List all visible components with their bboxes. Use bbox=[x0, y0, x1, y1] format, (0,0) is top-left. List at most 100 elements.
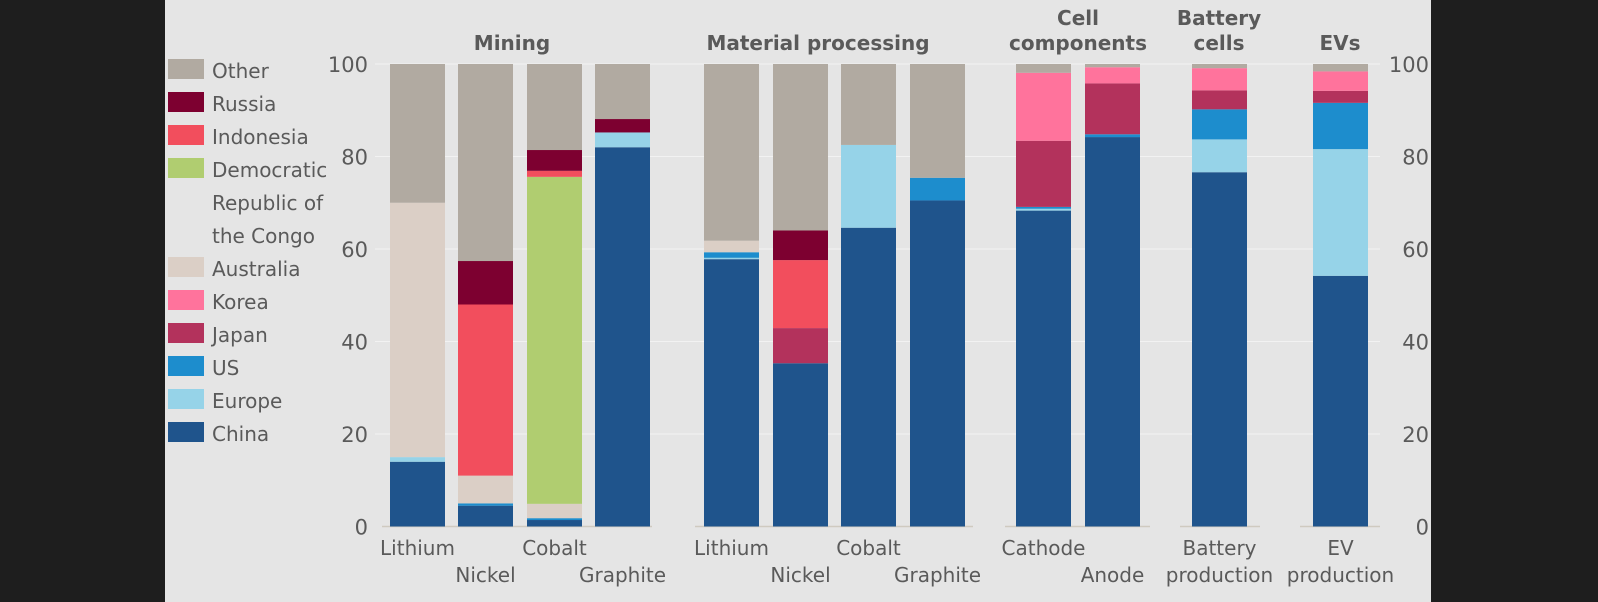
legend-label-democratic-republic-of-the-congo: Democratic Republic of the Congo bbox=[212, 154, 327, 253]
chart-legend: Other Russia Indonesia Democratic Republic o… bbox=[168, 55, 338, 451]
bar-segment-evs-ev-production-japan bbox=[1313, 90, 1368, 103]
y-tick-left-60: 60 bbox=[341, 238, 368, 262]
legend-swatch-russia bbox=[168, 92, 204, 112]
bar-segment-material-processing-lithium-australia bbox=[704, 240, 759, 253]
x-label-material-processing-lithium: Lithium bbox=[694, 536, 769, 560]
bar-segment-material-processing-graphite-us bbox=[910, 177, 965, 201]
x-label-mining-cobalt: Cobalt bbox=[522, 536, 587, 560]
bar-segment-material-processing-nickel-japan bbox=[773, 328, 828, 364]
bar-segment-mining-nickel-indonesia bbox=[458, 304, 513, 476]
bar-segment-mining-graphite-europe bbox=[595, 132, 650, 148]
legend-label-indonesia: Indonesia bbox=[212, 125, 309, 149]
group-title-cell-components-line-1: Cell bbox=[1057, 6, 1099, 30]
bar-segment-battery-cells-battery-production-korea bbox=[1192, 68, 1247, 91]
y-tick-left-80: 80 bbox=[341, 146, 368, 170]
bar-segment-material-processing-graphite-china bbox=[910, 200, 965, 527]
bar-segment-battery-cells-battery-production-china bbox=[1192, 172, 1247, 527]
x-label-mining-graphite: Graphite bbox=[579, 563, 666, 587]
bar-segment-material-processing-nickel-russia bbox=[773, 230, 828, 261]
legend-item-korea: Korea bbox=[168, 286, 338, 319]
bar-segment-mining-cobalt-democratic-republic-of-the-congo bbox=[527, 176, 582, 504]
legend-item-china: China bbox=[168, 418, 338, 451]
legend-swatch-korea bbox=[168, 290, 204, 310]
legend-label-other: Other bbox=[212, 59, 269, 83]
legend-label-korea: Korea bbox=[212, 290, 269, 314]
bar-segment-material-processing-lithium-europe bbox=[704, 257, 759, 260]
legend-item-us: US bbox=[168, 352, 338, 385]
bar-segment-mining-lithium-china bbox=[390, 461, 445, 527]
bar-segment-evs-ev-production-china bbox=[1313, 275, 1368, 527]
y-tick-right-40: 40 bbox=[1402, 331, 1429, 355]
bar-segment-mining-cobalt-russia bbox=[527, 150, 582, 171]
bar-segment-cell-components-cathode-japan bbox=[1016, 140, 1071, 207]
group-title-evs: EVs bbox=[1319, 31, 1360, 55]
bar-segment-cell-components-anode-japan bbox=[1085, 83, 1140, 135]
bar-segment-mining-lithium-europe bbox=[390, 457, 445, 462]
legend-label-line-1: Democratic bbox=[212, 158, 328, 182]
group-title-battery-cells-line-2: cells bbox=[1193, 31, 1244, 55]
legend-item-australia: Australia bbox=[168, 253, 338, 286]
bar-segment-material-processing-cobalt-europe bbox=[841, 144, 896, 228]
legend-item-europe: Europe bbox=[168, 385, 338, 418]
bar-segment-material-processing-cobalt-other bbox=[841, 64, 896, 145]
legend-swatch-us bbox=[168, 356, 204, 376]
bar-segment-cell-components-anode-china bbox=[1085, 137, 1140, 527]
legend-swatch-australia bbox=[168, 257, 204, 277]
bar-segment-cell-components-anode-korea bbox=[1085, 67, 1140, 84]
y-tick-left-100: 100 bbox=[328, 53, 368, 77]
bar-segment-mining-graphite-russia bbox=[595, 119, 650, 133]
bar-segment-material-processing-lithium-china bbox=[704, 259, 759, 527]
legend-item-other: Other bbox=[168, 55, 338, 88]
legend-swatch-china bbox=[168, 422, 204, 442]
bar-segment-evs-ev-production-korea bbox=[1313, 71, 1368, 91]
legend-item-japan: Japan bbox=[168, 319, 338, 352]
legend-label-us: US bbox=[212, 356, 240, 380]
y-tick-left-0: 0 bbox=[355, 516, 368, 540]
legend-label-china: China bbox=[212, 422, 270, 446]
bar-segment-cell-components-cathode-china bbox=[1016, 210, 1071, 527]
bar-segment-material-processing-graphite-other bbox=[910, 64, 965, 178]
x-label-mining-lithium: Lithium bbox=[380, 536, 455, 560]
group-title-mining: Mining bbox=[474, 31, 550, 55]
bar-segment-material-processing-nickel-china bbox=[773, 363, 828, 527]
bar-segment-mining-cobalt-china bbox=[527, 520, 582, 527]
x-label-battery-production-line-2: production bbox=[1166, 563, 1273, 587]
legend-item-indonesia: Indonesia bbox=[168, 121, 338, 154]
bar-segment-mining-nickel-us bbox=[458, 503, 513, 506]
legend-label-europe: Europe bbox=[212, 389, 283, 413]
legend-label-line-3: the Congo bbox=[212, 224, 315, 248]
bar-segment-evs-ev-production-other bbox=[1313, 64, 1368, 72]
group-title-battery-cells-line-1: Battery bbox=[1177, 6, 1261, 30]
legend-swatch-japan bbox=[168, 323, 204, 343]
bar-segment-mining-lithium-australia bbox=[390, 202, 445, 458]
bar-segment-cell-components-anode-us bbox=[1085, 134, 1140, 138]
legend-swatch-democratic-republic-of-the-congo bbox=[168, 158, 204, 178]
bar-segment-mining-nickel-australia bbox=[458, 475, 513, 504]
legend-label-russia: Russia bbox=[212, 92, 277, 116]
x-label-material-processing-cobalt: Cobalt bbox=[836, 536, 901, 560]
y-tick-left-40: 40 bbox=[341, 331, 368, 355]
group-title-material-processing: Material processing bbox=[706, 31, 929, 55]
legend-swatch-europe bbox=[168, 389, 204, 409]
bar-segment-mining-cobalt-australia bbox=[527, 503, 582, 519]
x-label-cell-components-anode: Anode bbox=[1081, 563, 1145, 587]
legend-label-australia: Australia bbox=[212, 257, 301, 281]
y-tick-right-20: 20 bbox=[1402, 423, 1429, 447]
bar-segment-mining-nickel-other bbox=[458, 64, 513, 262]
group-title-cell-components-line-2: components bbox=[1009, 31, 1147, 55]
legend-item-democratic-republic-of-the-congo: Democratic Republic of the Congo bbox=[168, 154, 338, 253]
x-label-ev-production-line-1: EV bbox=[1327, 536, 1354, 560]
bar-segment-mining-lithium-other bbox=[390, 64, 445, 203]
legend-swatch-indonesia bbox=[168, 125, 204, 145]
legend-item-russia: Russia bbox=[168, 88, 338, 121]
bar-segment-cell-components-cathode-korea bbox=[1016, 72, 1071, 141]
bar-segment-material-processing-lithium-other bbox=[704, 64, 759, 241]
bar-segment-evs-ev-production-europe bbox=[1313, 149, 1368, 276]
bar-segment-mining-graphite-other bbox=[595, 64, 650, 120]
bar-segment-cell-components-cathode-europe bbox=[1016, 208, 1071, 211]
y-tick-right-80: 80 bbox=[1402, 146, 1429, 170]
bar-segment-evs-ev-production-us bbox=[1313, 102, 1368, 150]
y-tick-right-100: 100 bbox=[1389, 53, 1429, 77]
y-tick-right-60: 60 bbox=[1402, 238, 1429, 262]
y-tick-left-20: 20 bbox=[341, 423, 368, 447]
